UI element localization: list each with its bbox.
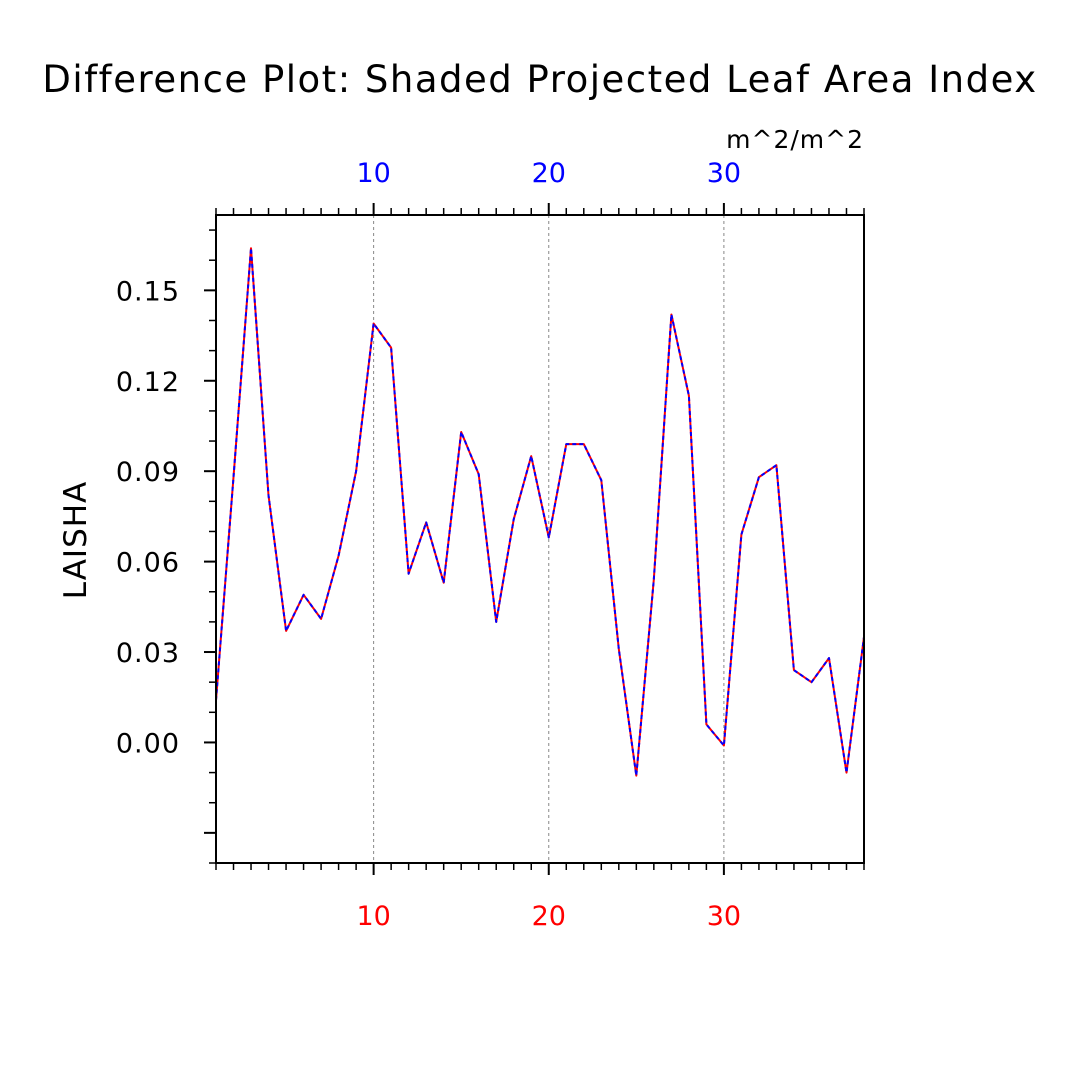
y-tick-label: 0.00 [116,728,180,759]
y-tick-label: 0.15 [116,276,180,307]
y-tick-label: 0.06 [116,548,180,579]
x-tick-label-bottom: 30 [707,901,741,932]
y-axis-label: LAISHA [58,481,94,600]
y-tick-label: 0.12 [116,367,180,398]
plot-frame [215,214,865,864]
units-label: m^2/m^2 [726,125,864,154]
y-tick-label: 0.09 [116,457,180,488]
x-tick-label-bottom: 20 [532,901,566,932]
x-tick-label-top: 30 [707,158,741,189]
axis-ticks [204,203,865,875]
x-tick-label-bottom: 10 [356,901,390,932]
series-lines [215,247,865,777]
chart-title: Difference Plot: Shaded Projected Leaf A… [42,58,1037,101]
series-line-red [215,247,865,777]
tick-labels: 10 10 20 20 30 30 0.00 0.03 0.06 0.09 0.12 0.15 [116,158,741,932]
x-tick-label-top: 10 [356,158,390,189]
series-line-blue [215,247,865,777]
x-tick-label-top: 20 [532,158,566,189]
gridlines [373,215,725,863]
y-tick-label: 0.03 [116,638,180,669]
